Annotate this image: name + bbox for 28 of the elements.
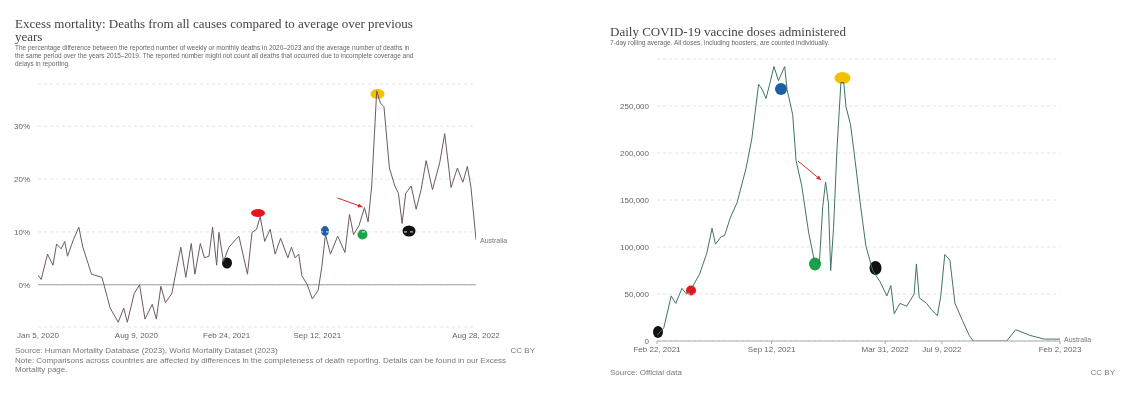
chart-title: Daily COVID-19 vaccine doses administered [610, 24, 848, 39]
x-tick-label: Sep 12, 2021 [293, 330, 342, 340]
y-tick-label: 100,000 [620, 242, 650, 252]
text: CC BY [510, 346, 535, 356]
x-tick-label: Mar 31, 2022 [861, 344, 910, 354]
chart-title: Excess mortality: Deaths from all causes compared to average over previous years [15, 16, 414, 44]
x-tick-label: Jan 5, 2020 [17, 330, 60, 340]
y-tick-label: 20% [13, 174, 30, 184]
y-tick-label: 10% [13, 227, 30, 237]
line-series [38, 90, 476, 323]
y-tick-label: 0 [644, 336, 650, 346]
x-tick-label: Aug 9, 2020 [114, 330, 159, 340]
x-tick-label: Sep 12, 2021 [747, 344, 796, 354]
x-tick-label: Aug 28, 2022 [452, 330, 501, 340]
x-tick-label: Feb 22, 2021 [633, 344, 682, 354]
y-tick-label: 30% [13, 122, 30, 132]
y-tick-label: 250,000 [620, 101, 650, 111]
x-tick-label: Feb 24, 2021 [203, 330, 251, 340]
text: Note: Comparisons across countries are affected by differences in the completeness of death reporting. Details can be found in our Excess Mortality page. [15, 355, 508, 375]
x-tick-label: Jul 9, 2022 [922, 344, 963, 354]
text: CC BY [1090, 368, 1115, 378]
y-tick-label: 0% [18, 280, 30, 290]
y-tick-label: 150,000 [620, 195, 650, 205]
y-tick-label: 200,000 [620, 148, 650, 158]
y-tick-label: 50,000 [624, 289, 650, 299]
source-note: Source: Human Mortality Database (2023), World Mortality Dataset (2023) [15, 346, 278, 356]
x-tick-label: Feb 2, 2023 [1038, 344, 1082, 354]
source-note: Source: Official data [610, 368, 682, 378]
